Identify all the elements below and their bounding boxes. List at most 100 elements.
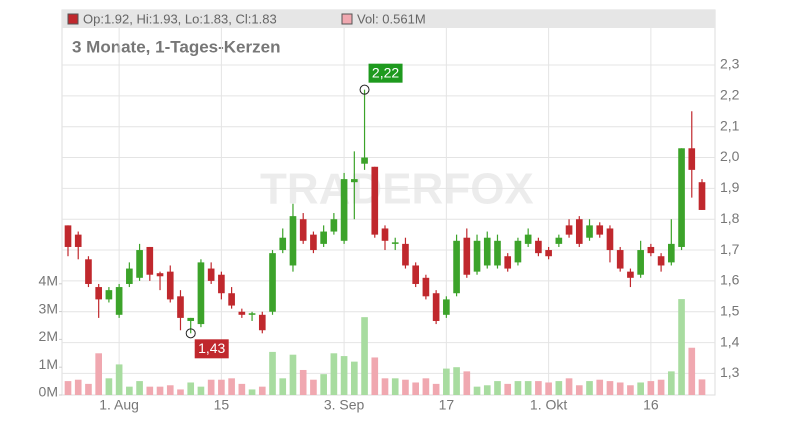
volume-bar [627,385,634,395]
candle-body [361,157,368,164]
volume-bar [320,374,327,395]
volume-bar [64,381,72,395]
legend-label: Vol: 0.561M [357,11,426,26]
volume-bar [545,382,552,395]
volume-bar [289,354,297,395]
candle-body [350,179,358,183]
volume-bar [606,381,614,395]
y2-tick-label: 2M [39,328,58,344]
header-band [62,10,715,28]
candle-body [606,228,614,251]
volume-bar [258,386,266,395]
y-tick-label: 1,8 [720,210,740,226]
volume-bar [207,379,215,395]
candle-body [667,243,675,263]
volume-bar [218,379,225,395]
candle-body [279,237,287,251]
x-tick-label: 3. Sep [324,397,365,413]
volume-bar [412,382,420,395]
volume-bar [166,385,174,395]
candle-body [248,313,256,315]
volume-bar [555,381,563,395]
y2-tick-label: 4M [39,272,58,288]
y2-tick-label: 3M [39,300,58,316]
candle-body [146,246,154,275]
legend-swatch [341,13,353,25]
volume-bar [269,351,276,395]
candle-body [678,148,685,247]
candle-body [432,293,440,321]
candle-body [494,240,501,266]
candle-body [340,179,348,241]
candle-body [64,225,72,247]
volume-bar [340,356,348,395]
legend-label: Op:1.92, Hi:1.93, Lo:1.83, Cl:1.83 [83,11,277,26]
candle-body [698,182,706,210]
candle-body [402,243,409,266]
volume-bar [575,385,583,395]
candle-body [74,234,82,247]
volume-bar [514,381,522,395]
candle-body [565,225,573,235]
y-tick-label: 2,1 [720,117,740,133]
volume-bar [228,378,235,395]
candle-body [105,290,113,300]
volume-bar [565,378,573,395]
volume-bar [524,381,532,395]
candle-body [422,277,430,297]
candle-body [473,240,481,272]
candle-body [627,271,634,278]
volume-bar [279,378,287,395]
volume-bar [402,379,409,395]
candle-body [228,293,235,306]
volume-bar [95,353,103,395]
y2-tick-label: 0M [39,384,58,400]
candle-body [269,253,276,312]
candle-body [320,231,327,244]
candle-body [657,256,665,266]
candle-body [453,240,460,294]
volume-bar [616,382,624,395]
annotation-marker [185,328,196,339]
candle-body [443,299,450,315]
candle-body [412,265,420,284]
x-tick-label: 1. Aug [99,397,139,413]
y-tick-label: 2,2 [720,87,740,103]
candle-body [85,259,92,284]
volume-bar [688,347,696,395]
volume-bar [361,317,368,395]
candle-body [381,228,389,241]
volume-bar [647,381,655,395]
candle-body [514,240,522,263]
y-tick-label: 2,3 [720,56,740,72]
candle-body [187,317,195,321]
candle-body [688,148,696,170]
volume-bar [156,386,164,395]
candle-body [555,237,563,244]
volume-bar [443,368,450,395]
candle-body [207,268,215,281]
volume-bar [698,379,706,395]
y-tick-label: 2,0 [720,148,740,164]
volume-bar [667,371,675,395]
volume-bar [494,381,501,395]
x-tick-label: 1. Okt [530,397,567,413]
candle-body [647,246,655,254]
candle-body [637,250,644,275]
volume-bar [453,367,460,395]
volume-bar [371,357,379,395]
candle-body [289,216,297,266]
volume-bar [197,386,205,395]
x-tick-label: 17 [439,397,455,413]
volume-bar [330,353,338,395]
candle-body [95,287,103,300]
candle-body [156,273,164,277]
volume-bar [126,386,133,395]
volume-bar [504,383,512,395]
candle-body [177,296,184,318]
volume-bar [432,383,440,395]
subtitle: 3 Monate, 1-Tages-Kerzen [72,37,280,56]
candle-body [535,240,542,254]
volume-bar [483,385,491,395]
